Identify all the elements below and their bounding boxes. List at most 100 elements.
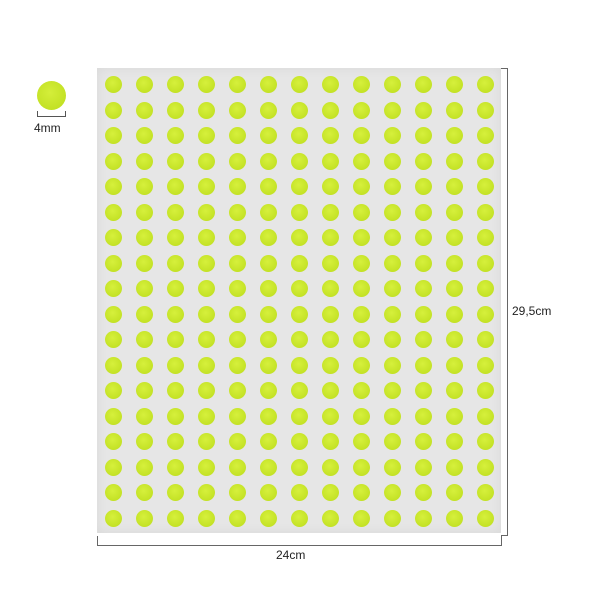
sticker-dot	[105, 152, 122, 170]
sticker-dot	[291, 458, 308, 476]
sticker-dot	[353, 407, 370, 425]
sticker-dot	[477, 509, 494, 527]
sticker-dot	[167, 280, 184, 297]
sticker-dot	[322, 509, 339, 527]
sticker-dot	[136, 407, 153, 425]
sticker-dot	[446, 382, 463, 399]
sticker-dot	[136, 152, 153, 170]
sticker-dot	[446, 127, 463, 144]
sticker-dot	[105, 203, 122, 221]
sticker-dot	[322, 331, 339, 348]
sticker-dot	[136, 331, 153, 348]
sticker-dot	[353, 203, 370, 221]
sticker-dot	[229, 382, 246, 399]
sticker-dot	[384, 433, 401, 450]
sticker-dot	[353, 484, 370, 501]
sticker-dot	[384, 356, 401, 374]
height-label: 29,5cm	[512, 304, 552, 318]
sticker-dot	[291, 101, 308, 119]
sticker-dot	[446, 152, 463, 170]
sticker-dot	[198, 127, 215, 144]
sticker-dot	[260, 229, 277, 246]
sticker-dot	[105, 229, 122, 246]
sticker-dot	[229, 407, 246, 425]
sticker-dot	[415, 203, 432, 221]
sticker-dot	[322, 407, 339, 425]
sticker-dot	[415, 305, 432, 323]
sticker-dot	[415, 484, 432, 501]
sticker-dot	[136, 356, 153, 374]
sticker-dot	[260, 433, 277, 450]
sticker-dot	[446, 356, 463, 374]
sticker-dot	[384, 127, 401, 144]
sticker-dot	[260, 382, 277, 399]
sticker-dot	[260, 178, 277, 195]
sticker-dot	[353, 101, 370, 119]
sticker-dot	[353, 229, 370, 246]
sticker-dot	[446, 305, 463, 323]
sticker-dot	[353, 76, 370, 93]
sticker-dot	[105, 407, 122, 425]
sticker-dot	[167, 331, 184, 348]
sticker-dot	[291, 152, 308, 170]
sticker-dot	[322, 254, 339, 272]
sticker-dot	[446, 101, 463, 119]
sticker-dot	[322, 101, 339, 119]
sticker-dot	[477, 254, 494, 272]
sticker-dot	[105, 254, 122, 272]
sticker-dot	[322, 305, 339, 323]
sticker-dot	[291, 254, 308, 272]
sticker-dot	[384, 407, 401, 425]
height-dimension-line	[507, 68, 508, 536]
sticker-dot	[322, 178, 339, 195]
sticker-dot	[415, 254, 432, 272]
sticker-dot	[198, 76, 215, 93]
sticker-dot	[415, 101, 432, 119]
width-dimension-tick-left	[97, 536, 98, 546]
sticker-dot	[105, 101, 122, 119]
sticker-dot	[198, 254, 215, 272]
sticker-dot	[384, 509, 401, 527]
sticker-dot	[167, 178, 184, 195]
sticker-dot	[229, 178, 246, 195]
sticker-dot	[322, 356, 339, 374]
sticker-dot	[353, 331, 370, 348]
sticker-dot	[198, 101, 215, 119]
sticker-dot	[415, 382, 432, 399]
sticker-dot	[415, 458, 432, 476]
sticker-dot	[446, 178, 463, 195]
height-dimension-tick-top	[501, 68, 508, 69]
sticker-dot	[136, 458, 153, 476]
sticker-dot	[167, 203, 184, 221]
sticker-dot	[384, 382, 401, 399]
sticker-dot	[229, 127, 246, 144]
sticker-dot	[477, 356, 494, 374]
sticker-dot	[384, 305, 401, 323]
sticker-dot	[353, 127, 370, 144]
sticker-dot	[198, 331, 215, 348]
sticker-dot	[198, 356, 215, 374]
sticker-dot	[477, 331, 494, 348]
sticker-dot	[136, 382, 153, 399]
sticker-dot	[415, 356, 432, 374]
sticker-dot	[198, 458, 215, 476]
sticker-dot	[260, 101, 277, 119]
sticker-dot	[136, 178, 153, 195]
sticker-dot	[322, 127, 339, 144]
sticker-dot	[198, 382, 215, 399]
sticker-dot	[415, 407, 432, 425]
sticker-dot	[415, 229, 432, 246]
width-dimension-tick-right	[501, 536, 502, 546]
sticker-dot	[384, 229, 401, 246]
sticker-dot	[260, 458, 277, 476]
sticker-dot	[260, 407, 277, 425]
sticker-dot	[136, 203, 153, 221]
sticker-dot	[477, 458, 494, 476]
sticker-dot	[229, 458, 246, 476]
sticker-dot	[260, 356, 277, 374]
sticker-dot	[291, 331, 308, 348]
sticker-dot	[260, 305, 277, 323]
sticker-dot	[136, 280, 153, 297]
sticker-dot	[198, 152, 215, 170]
sticker-dot	[105, 280, 122, 297]
